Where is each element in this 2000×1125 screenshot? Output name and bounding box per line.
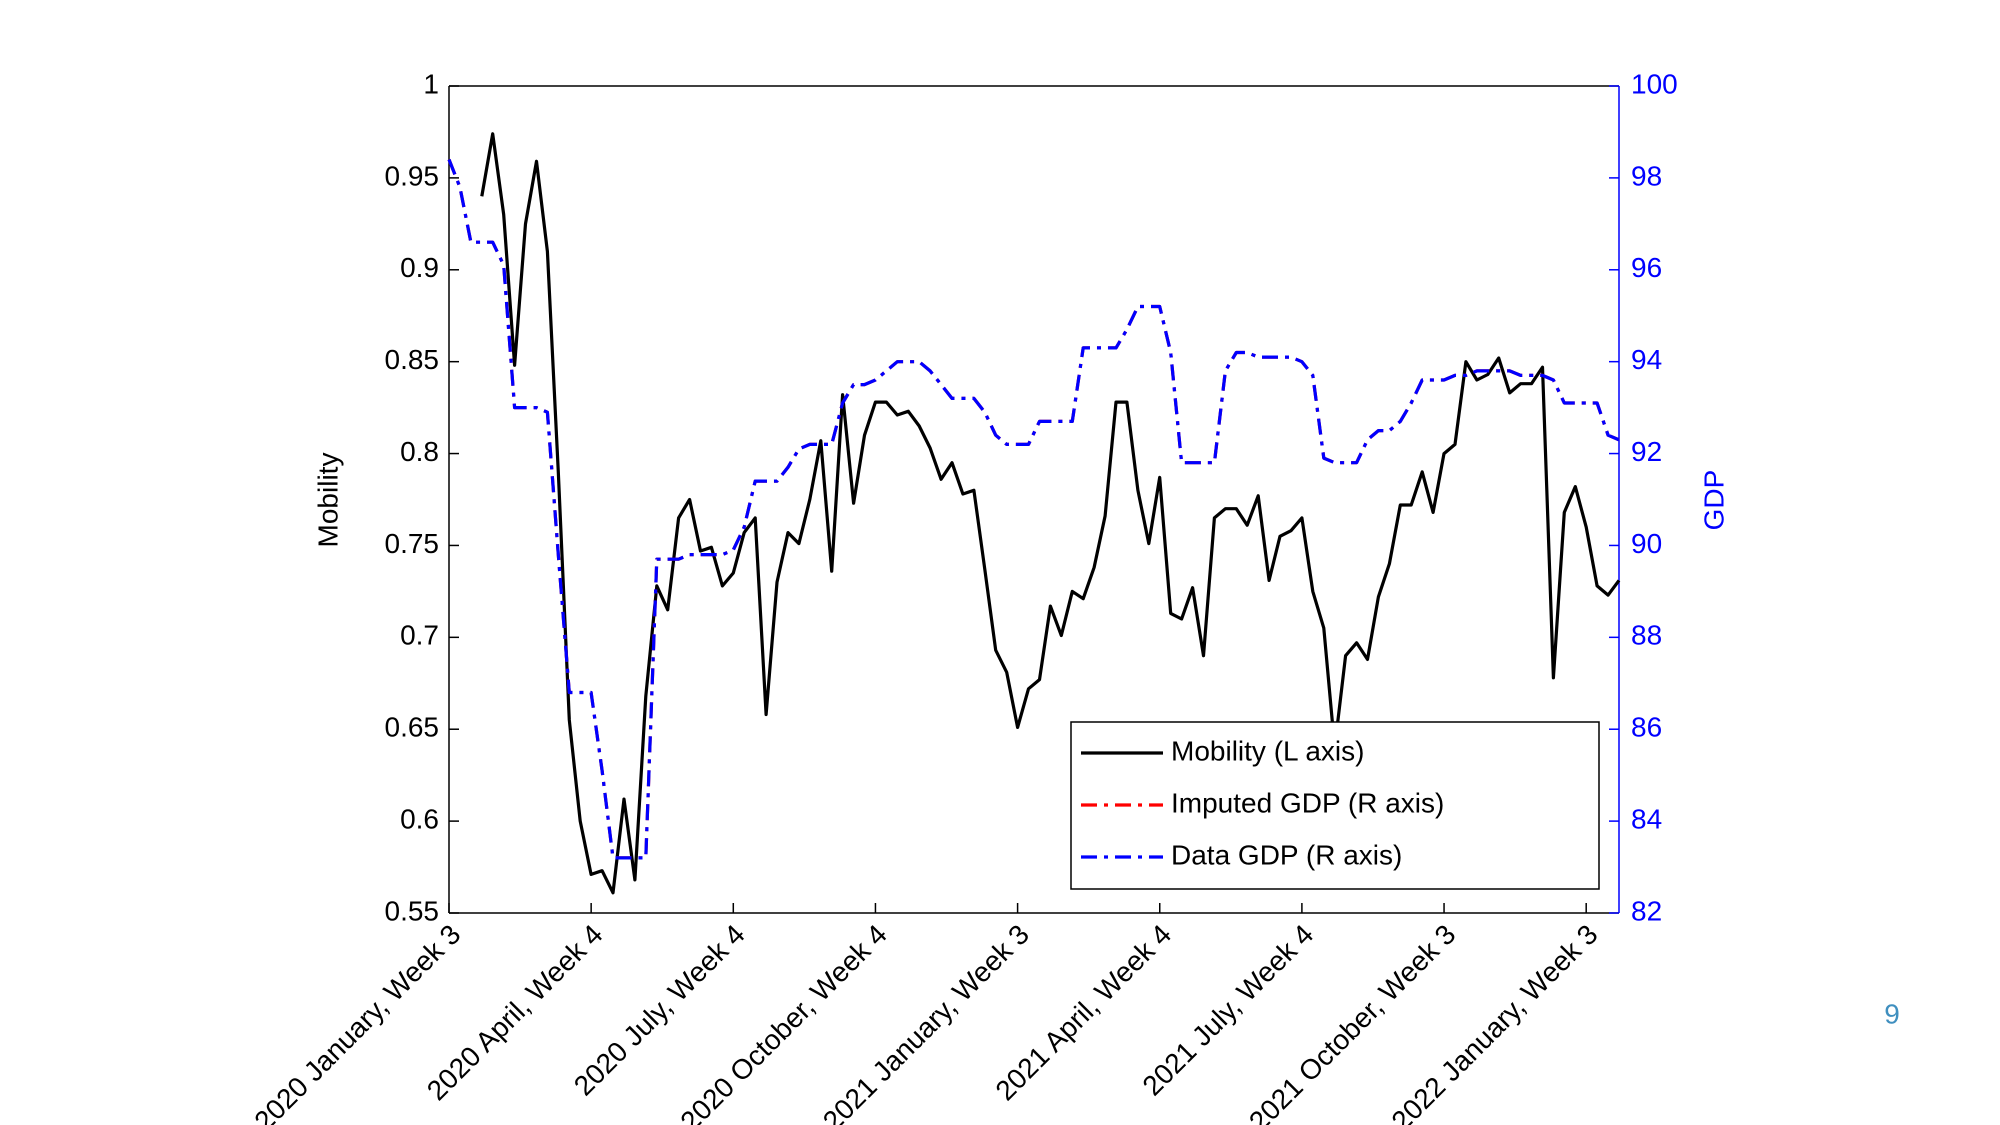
y-tick-label: 0.7 (400, 620, 439, 651)
legend-label: Imputed GDP (R axis) (1171, 787, 1444, 818)
y2-axis-label: GDP (1698, 470, 1729, 531)
y2-tick-label: 92 (1631, 436, 1662, 467)
y2-tick-label: 88 (1631, 620, 1662, 651)
y-tick-label: 0.85 (385, 344, 440, 375)
y2-tick-label: 98 (1631, 160, 1662, 191)
y-tick-label: 0.8 (400, 436, 439, 467)
y2-tick-label: 100 (1631, 68, 1678, 99)
y2-tick-label: 84 (1631, 804, 1662, 835)
y2-tick-label: 86 (1631, 712, 1662, 743)
y2-tick-label: 90 (1631, 528, 1662, 559)
legend-label: Data GDP (R axis) (1171, 839, 1402, 870)
y-tick-label: 1 (423, 68, 439, 99)
y-tick-label: 0.65 (385, 712, 440, 743)
legend-label: Mobility (L axis) (1171, 735, 1364, 766)
y-axis-label: Mobility (312, 453, 343, 548)
y2-tick-label: 82 (1631, 895, 1662, 926)
y-tick-label: 0.6 (400, 804, 439, 835)
y-tick-label: 0.9 (400, 252, 439, 283)
y-tick-label: 0.95 (385, 160, 440, 191)
y2-tick-label: 96 (1631, 252, 1662, 283)
y2-tick-label: 94 (1631, 344, 1662, 375)
y-tick-label: 0.55 (385, 895, 440, 926)
page-number: 9 (1884, 998, 1900, 1029)
y-tick-label: 0.75 (385, 528, 440, 559)
series-line (480, 132, 1621, 895)
series-line (447, 158, 1620, 860)
